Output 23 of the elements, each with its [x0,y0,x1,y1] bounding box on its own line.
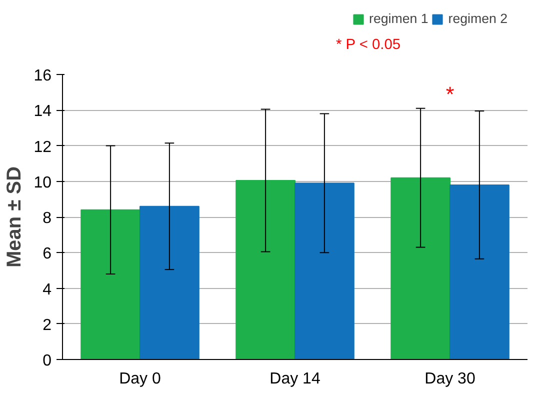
y-tick-label: 16 [34,68,52,84]
annotation: * [446,82,454,106]
y-tick-label: 4 [42,281,52,298]
y-axis-title: Mean ± SD [4,166,26,268]
x-tick-label: Day 0 [119,370,161,388]
text: * P < 0.05 [336,37,401,54]
y-tick-label: 8 [42,210,52,227]
y-tick-label: 6 [42,246,52,263]
bar [390,177,450,360]
y-tick-label: 0 [42,352,52,370]
y-tick-label: 2 [42,316,52,334]
y-tick-label: 14 [34,103,52,120]
y-tick-label: 12 [34,138,52,156]
bar [450,184,510,360]
x-tick-label: Day 30 [424,370,476,388]
legend-label: regimen 1 [369,11,428,26]
bar [140,206,200,360]
bar [294,182,354,360]
y-tick-label: 10 [34,174,52,192]
bar [236,180,296,360]
x-tick-label: Day 14 [270,370,320,388]
bar [80,209,140,360]
legend-label: regimen 2 [448,11,508,26]
